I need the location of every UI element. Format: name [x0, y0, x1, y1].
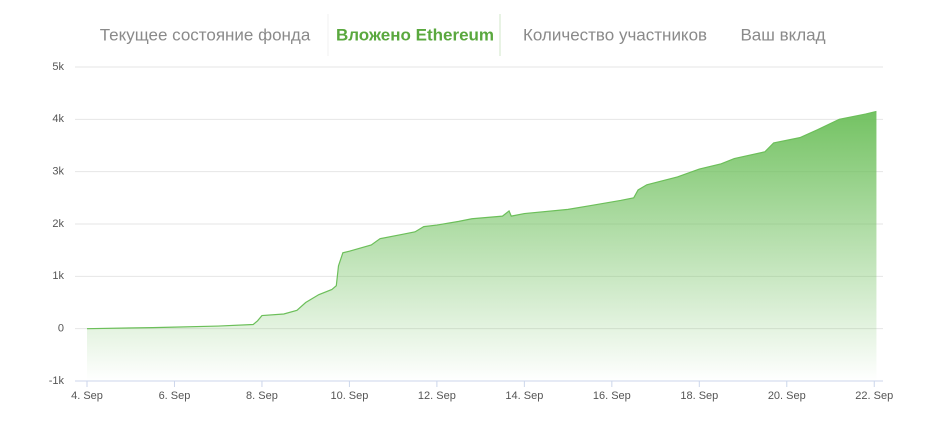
- x-tick-label: 16. Sep: [593, 390, 631, 402]
- x-tick-label: 22. Sep: [855, 390, 893, 402]
- x-tick-label: 12. Sep: [418, 390, 456, 402]
- y-tick-label: 1k: [52, 270, 64, 282]
- x-tick-label: 4. Sep: [71, 390, 103, 402]
- y-tick-label: 3k: [52, 166, 64, 178]
- tab[interactable]: Количество участников: [523, 25, 707, 44]
- x-tick-label: 18. Sep: [680, 390, 718, 402]
- x-tick-label: 20. Sep: [768, 390, 806, 402]
- x-tick-label: 6. Sep: [159, 390, 191, 402]
- area-line: [86, 110, 877, 330]
- y-tick-label: 4k: [52, 113, 64, 125]
- y-tick-label: 5k: [52, 61, 64, 73]
- x-tick-label: 14. Sep: [505, 390, 543, 402]
- y-tick-label: 0: [58, 323, 64, 335]
- tab[interactable]: Текущее состояние фонда: [100, 25, 311, 44]
- y-tick-label: -1k: [49, 375, 65, 387]
- area-fill: [87, 111, 877, 381]
- x-tick-label: 8. Sep: [246, 390, 278, 402]
- tab[interactable]: Ваш вклад: [740, 25, 825, 44]
- x-tick-label: 10. Sep: [330, 390, 368, 402]
- tab[interactable]: Вложено Ethereum: [336, 25, 494, 44]
- y-tick-label: 2k: [52, 218, 64, 230]
